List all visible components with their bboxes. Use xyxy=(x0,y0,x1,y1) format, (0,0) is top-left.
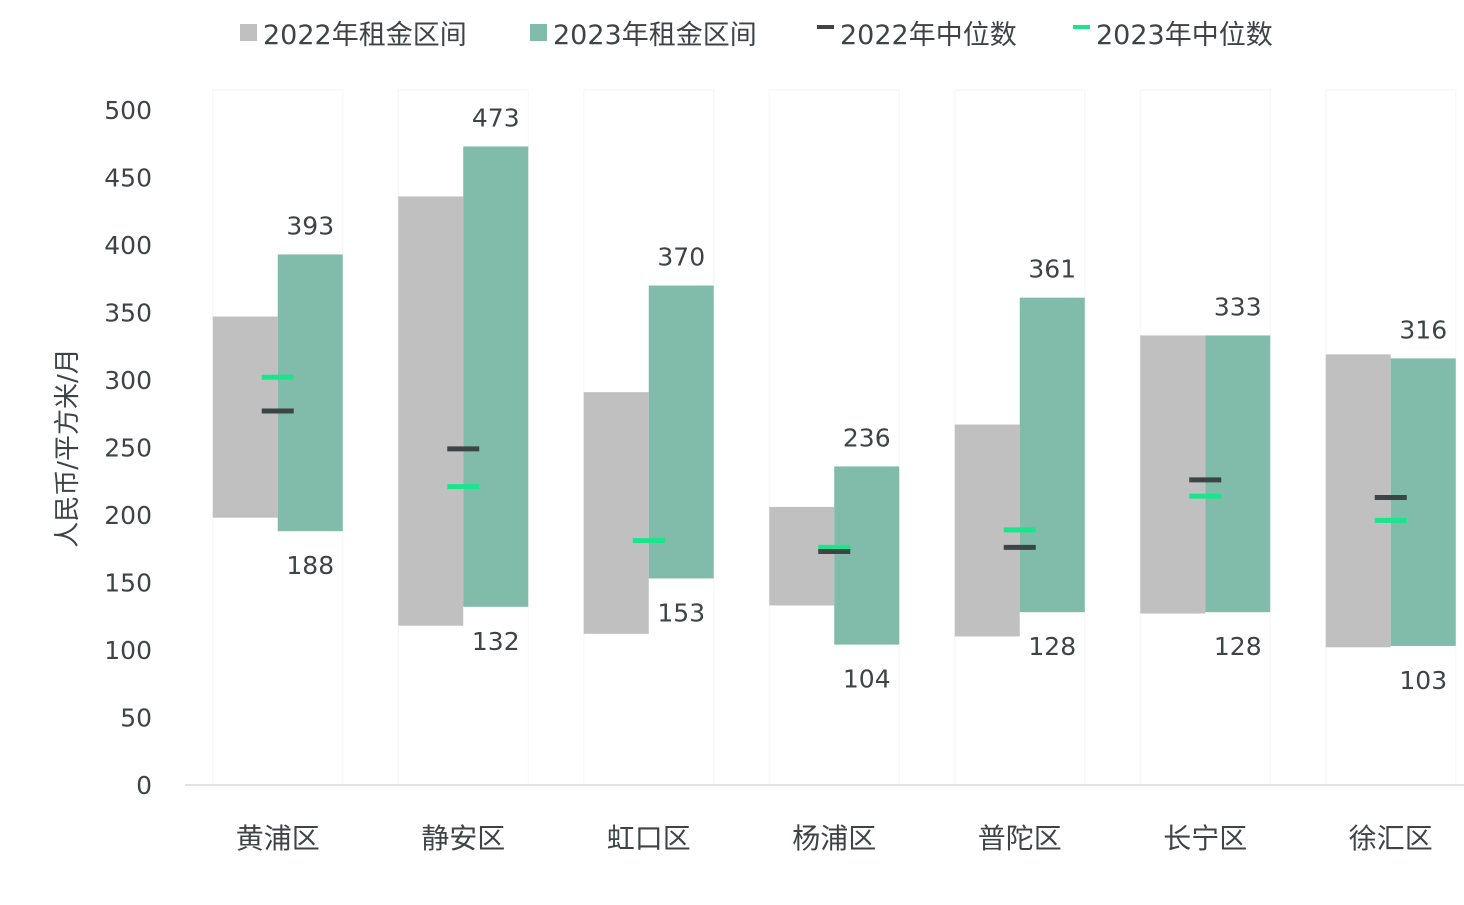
bar-2023-range xyxy=(834,466,900,645)
y-tick-label: 100 xyxy=(104,636,152,665)
data-label-high: 333 xyxy=(1214,292,1262,321)
legend-swatch-square xyxy=(530,24,547,41)
legend-label: 2022年租金区间 xyxy=(263,20,467,51)
bar-2022-range xyxy=(769,506,835,606)
legend: 2022年租金区间 2023年租金区间 2022年中位数 2023年中位数 xyxy=(240,20,1273,51)
y-tick-label: 450 xyxy=(104,164,152,193)
y-tick-label: 150 xyxy=(104,569,152,598)
bar-2022-range xyxy=(1140,335,1206,614)
x-tick-label: 徐汇区 xyxy=(1349,822,1433,855)
bar-2023-range xyxy=(1205,335,1271,613)
y-tick-label: 250 xyxy=(104,434,152,463)
legend-label: 2022年中位数 xyxy=(840,20,1017,51)
legend-label: 2023年中位数 xyxy=(1096,20,1273,51)
bar-2023-range xyxy=(1390,358,1456,646)
x-tick-label: 长宁区 xyxy=(1163,822,1247,855)
data-label-low: 132 xyxy=(472,627,520,656)
data-label-high: 316 xyxy=(1399,315,1447,344)
data-label-high: 370 xyxy=(657,243,705,272)
data-label-low: 104 xyxy=(843,665,891,694)
bar-2022-range xyxy=(1325,354,1391,648)
data-label-low: 128 xyxy=(1028,632,1076,661)
bar-2023-range xyxy=(1019,297,1085,613)
y-tick-label: 500 xyxy=(104,96,152,125)
bar-2022-range xyxy=(583,392,649,634)
data-labels: 393 188 473 132 370 153 236 104 361 128 333 128 316 1… xyxy=(286,103,1447,695)
data-label-low: 188 xyxy=(286,551,334,580)
y-tick-label: 0 xyxy=(136,771,152,800)
bar-2023-range xyxy=(648,285,714,579)
median-markers xyxy=(261,374,1407,554)
data-label-high: 361 xyxy=(1028,255,1076,284)
y-tick-label: 50 xyxy=(120,704,152,733)
y-tick-label: 350 xyxy=(104,299,152,328)
bar-2022-range xyxy=(398,196,464,626)
y-tick-label: 400 xyxy=(104,231,152,260)
x-tick-label: 普陀区 xyxy=(978,822,1062,855)
y-axis-ticks: 0 50 100 150 200 250 300 350 400 450 500 xyxy=(104,96,152,800)
y-tick-label: 200 xyxy=(104,501,152,530)
legend-swatch-square xyxy=(240,24,257,41)
data-label-low: 153 xyxy=(657,598,705,627)
bars xyxy=(212,89,1457,786)
bar-2023-range xyxy=(463,146,529,607)
data-label-low: 128 xyxy=(1214,632,1262,661)
y-axis-label: 人民币/平方米/月 xyxy=(53,348,83,548)
x-axis-ticks: 黄浦区 静安区 虹口区 杨浦区 普陀区 长宁区 徐汇区 xyxy=(236,822,1433,855)
legend-label: 2023年租金区间 xyxy=(553,20,757,51)
bar-2023-range xyxy=(277,254,343,532)
bar-2022-range xyxy=(212,316,278,518)
data-label-low: 103 xyxy=(1399,666,1447,695)
y-tick-label: 300 xyxy=(104,366,152,395)
x-tick-label: 虹口区 xyxy=(607,822,691,855)
x-tick-label: 静安区 xyxy=(421,822,505,855)
data-label-high: 473 xyxy=(472,103,520,132)
data-label-high: 393 xyxy=(286,211,334,240)
x-tick-label: 黄浦区 xyxy=(236,822,320,855)
data-label-high: 236 xyxy=(843,423,891,452)
x-tick-label: 杨浦区 xyxy=(792,822,876,855)
